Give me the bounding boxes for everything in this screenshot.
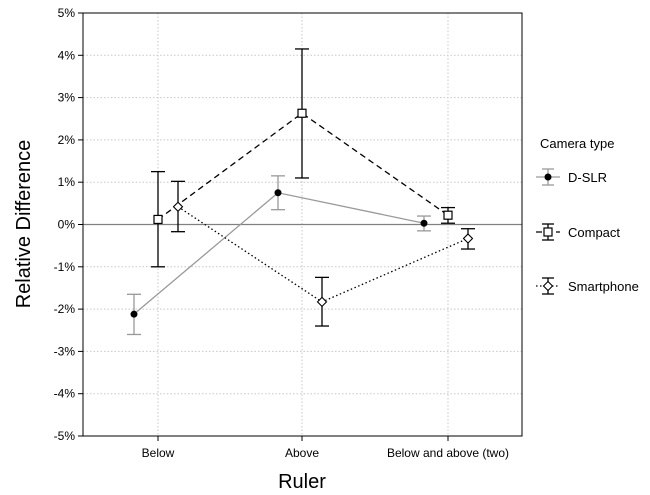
x-axis-title: Ruler — [278, 471, 326, 493]
y-axis: 5% 4% 3% 2% 1% 0% -1% -2% -3% -4% -5% — [54, 6, 83, 443]
series-smartphone — [171, 180, 475, 327]
legend-label: D-SLR — [568, 170, 607, 185]
y-tick-label: -3% — [54, 344, 76, 358]
y-tick-label: 2% — [58, 133, 76, 147]
legend-label: Smartphone — [568, 279, 639, 294]
legend-entry-smartphone: Smartphone — [536, 277, 639, 295]
y-tick-label: -1% — [54, 260, 76, 274]
x-tick-label: Below and above (two) — [387, 446, 509, 460]
legend-label: Compact — [568, 225, 620, 240]
data-point — [443, 210, 453, 220]
y-tick-label: -2% — [54, 302, 76, 316]
legend-marker — [543, 227, 553, 237]
series-layer — [127, 48, 475, 336]
legend-marker — [544, 173, 552, 181]
y-tick-label: -5% — [54, 429, 76, 443]
x-tick-label: Above — [285, 446, 319, 460]
data-point — [297, 108, 307, 118]
legend-entry-compact: Compact — [536, 223, 620, 241]
data-point — [130, 310, 138, 318]
legend-entry-dslr: D-SLR — [536, 168, 607, 186]
y-axis-title: Relative Difference — [13, 140, 35, 309]
data-point — [462, 233, 474, 244]
data-point — [153, 214, 163, 225]
y-tick-label: 1% — [58, 175, 76, 189]
y-tick-label: 4% — [58, 48, 76, 62]
series-line — [157, 112, 449, 220]
data-point — [172, 201, 184, 213]
data-point — [420, 219, 428, 227]
legend-title: Camera type — [540, 136, 614, 151]
y-tick-label: 0% — [58, 218, 76, 232]
legend: Camera type D-SLR Compact Smartphone — [536, 136, 639, 295]
series-compact — [151, 48, 455, 268]
y-tick-label: 3% — [58, 91, 76, 105]
x-tick-label: Below — [142, 446, 175, 460]
data-point — [316, 296, 328, 308]
series-d-slr — [127, 175, 431, 336]
x-axis: Below Above Below and above (two) — [142, 436, 509, 460]
y-tick-label: -4% — [54, 387, 76, 401]
legend-marker — [542, 280, 554, 292]
data-point — [274, 189, 282, 197]
y-tick-label: 5% — [58, 6, 76, 20]
